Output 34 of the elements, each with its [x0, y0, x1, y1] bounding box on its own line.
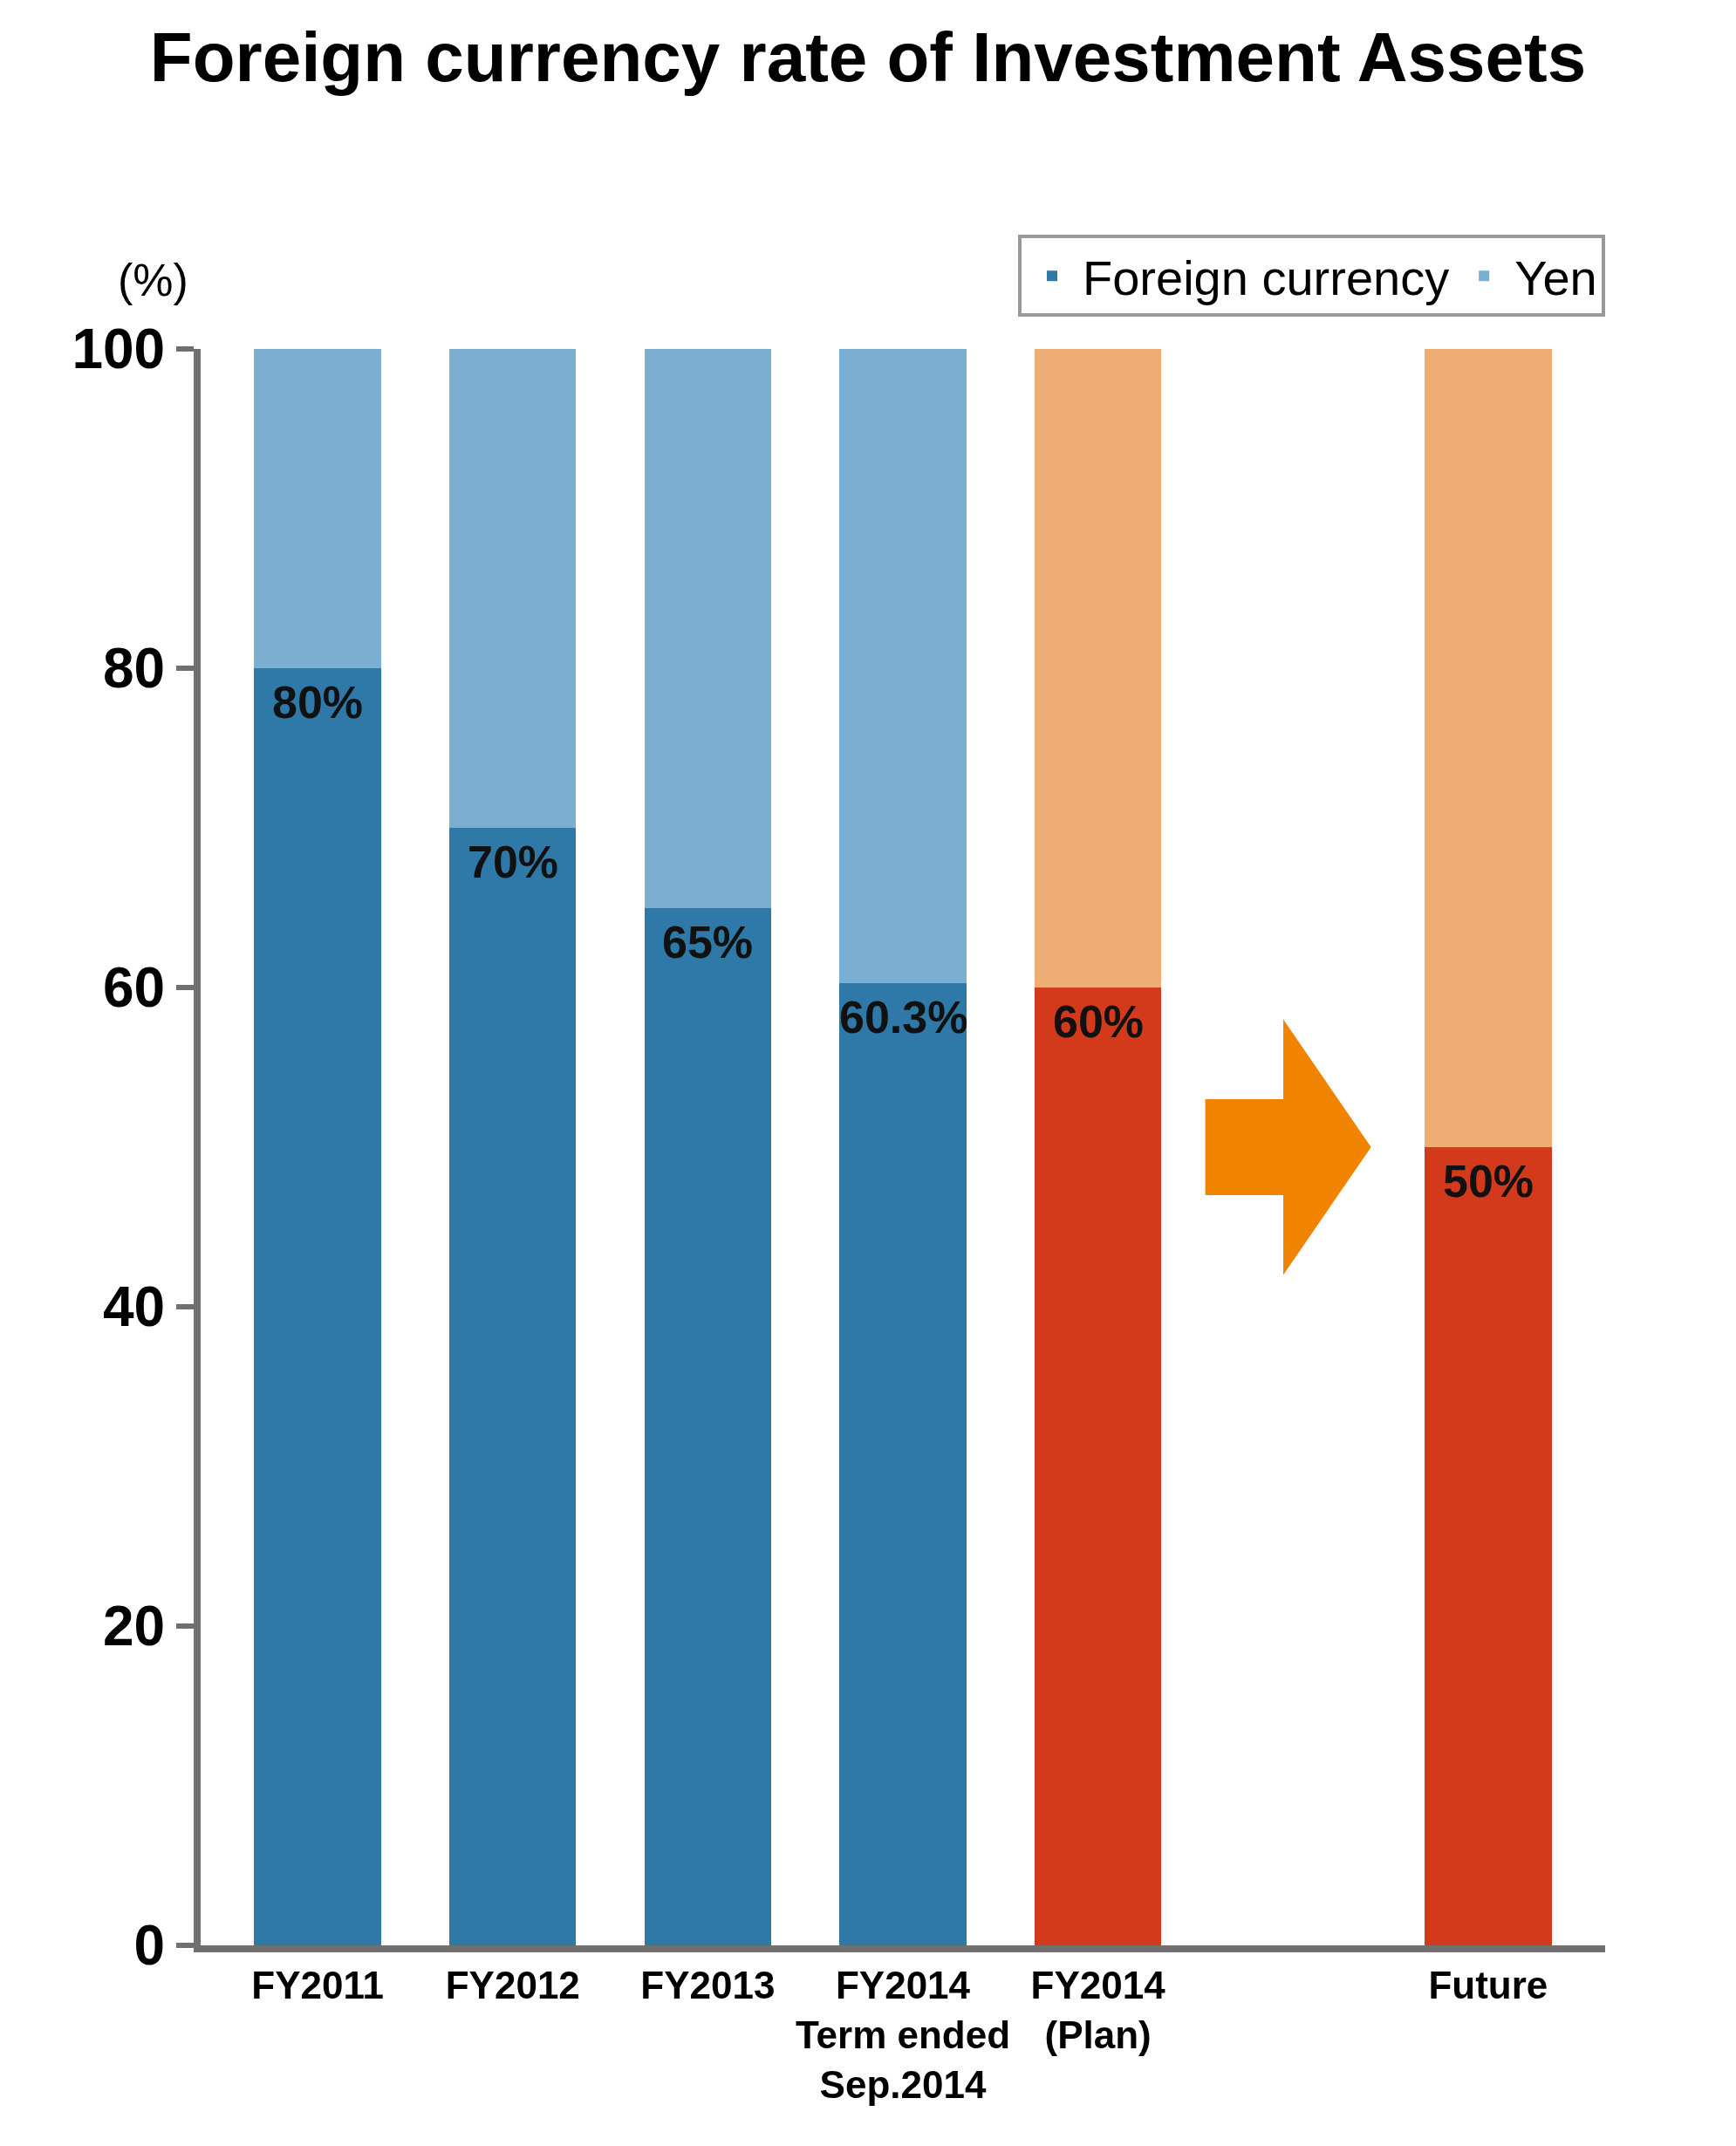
bar	[254, 668, 381, 1945]
bar	[449, 349, 577, 828]
y-tick-label: 40	[103, 1275, 166, 1339]
x-tick-label: FY2014 Term ended Sep.2014	[795, 1963, 1011, 2107]
bar	[644, 349, 772, 908]
data-label: 80%	[272, 677, 364, 728]
y-tick-label: 60	[103, 956, 166, 1020]
bar	[644, 907, 772, 1945]
legend-label: Yen	[1514, 250, 1597, 306]
bar	[449, 828, 577, 1945]
bar	[1425, 1147, 1552, 1945]
bar	[1425, 349, 1552, 1147]
data-label: 65%	[662, 917, 754, 967]
legend-label: Foreign currency	[1083, 250, 1450, 306]
bar	[254, 349, 381, 668]
data-label: 50%	[1443, 1156, 1534, 1206]
data-label: 60%	[1053, 996, 1145, 1047]
bar	[839, 349, 967, 983]
x-tick-label: FY2011	[251, 1963, 385, 2006]
x-tick-label: FY2012	[445, 1963, 580, 2006]
bar	[1034, 988, 1162, 1945]
bar	[839, 982, 967, 1945]
y-tick-label: 80	[103, 637, 166, 701]
x-tick-label: FY2013	[640, 1963, 776, 2006]
x-tick-label: FY2014 (Plan)	[1030, 1963, 1166, 2056]
x-tick-label: Future	[1428, 1963, 1548, 2006]
data-label: 70%	[468, 837, 559, 887]
y-tick-label: 100	[72, 318, 166, 381]
y-tick-label: 0	[133, 1914, 166, 1978]
y-axis-title: (%)	[118, 255, 188, 305]
bar	[1034, 349, 1162, 988]
data-label: 60.3%	[839, 992, 968, 1042]
y-tick-label: 20	[103, 1595, 166, 1658]
chart-title: Foreign currency rate of Investment Assets	[149, 17, 1587, 96]
